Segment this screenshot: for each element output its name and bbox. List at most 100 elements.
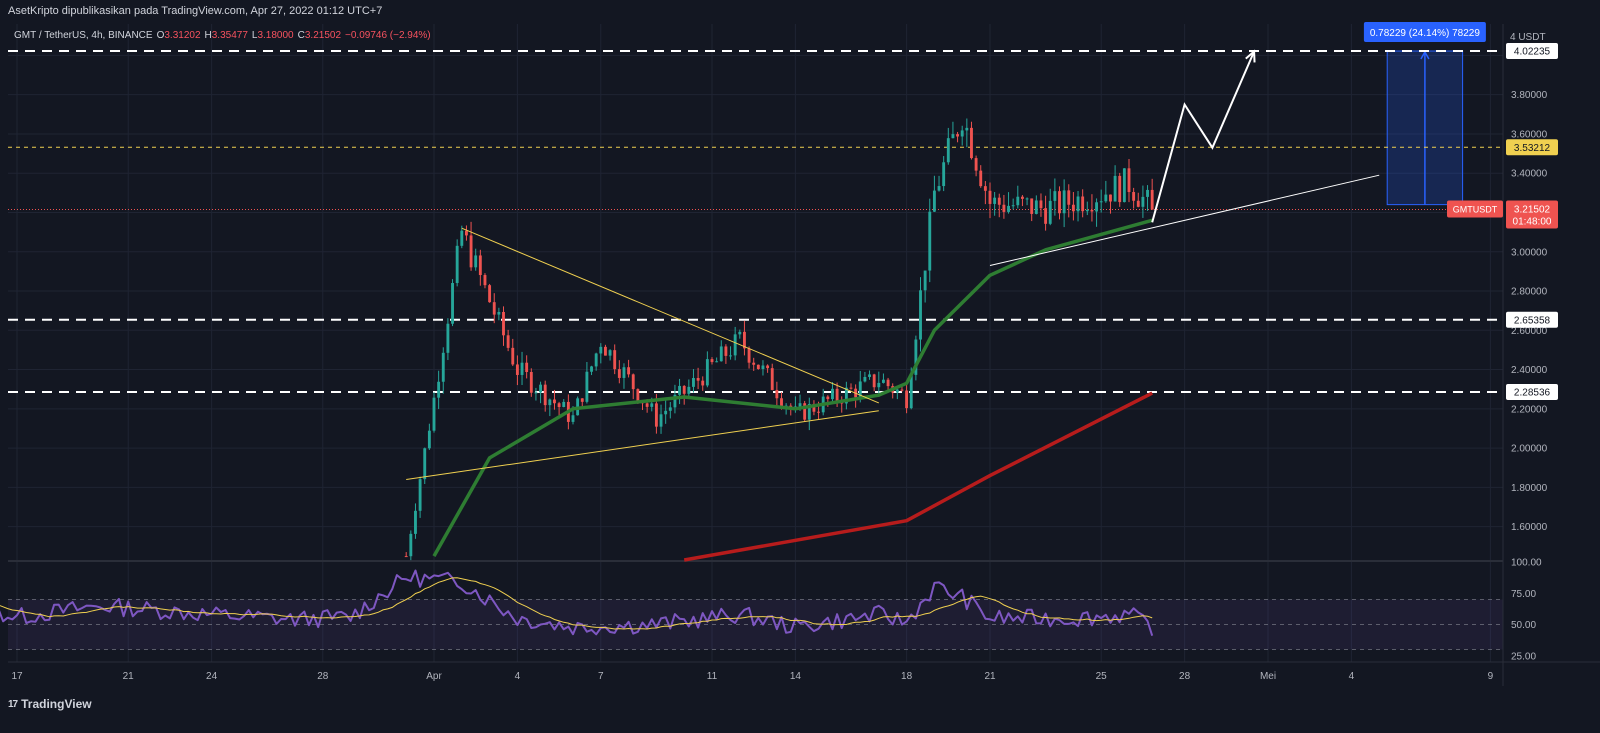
candle-body bbox=[451, 282, 454, 324]
candle-body bbox=[1127, 168, 1131, 193]
price-tick-label: 3.60000 bbox=[1511, 129, 1548, 140]
candle-body bbox=[678, 385, 682, 395]
triangle-upper-line bbox=[461, 227, 879, 404]
candle-body bbox=[1090, 209, 1094, 212]
target-arrow-head bbox=[1420, 50, 1430, 60]
target-label-bg bbox=[1363, 22, 1486, 43]
time-tick-label: 14 bbox=[790, 671, 802, 682]
time-tick-label: 28 bbox=[1179, 671, 1191, 682]
candle-body bbox=[928, 211, 932, 271]
candle-body bbox=[747, 348, 751, 363]
candle-body bbox=[1067, 190, 1071, 205]
target-label: 0.78229 (24.14%) 78229 bbox=[1370, 28, 1481, 39]
price-tick-label: 3.40000 bbox=[1511, 169, 1548, 180]
candle-body bbox=[1034, 200, 1038, 214]
candle-body bbox=[627, 367, 631, 375]
projection-arrow-head bbox=[1245, 49, 1256, 63]
publish-info: AsetKripto dipublikasikan pada TradingVi… bbox=[8, 5, 383, 17]
candle-body bbox=[1048, 200, 1052, 224]
candle-body bbox=[881, 379, 885, 383]
candle-body bbox=[1095, 202, 1099, 212]
candle-body bbox=[418, 479, 422, 511]
projection-path bbox=[1151, 51, 1256, 223]
candle-body bbox=[590, 366, 593, 372]
candle-body bbox=[742, 331, 746, 349]
time-tick-label: 17 bbox=[11, 671, 23, 682]
level-tag-label: 4.02235 bbox=[1514, 47, 1551, 58]
candle-body bbox=[464, 230, 468, 236]
candle-body bbox=[951, 134, 955, 139]
candle-body bbox=[1081, 196, 1085, 212]
candle-body bbox=[673, 394, 677, 408]
candle-body bbox=[1002, 204, 1006, 212]
candle-body bbox=[826, 396, 830, 400]
candle-body bbox=[1118, 175, 1122, 203]
legend-change: −0.09746 (−2.94%) bbox=[345, 30, 431, 41]
candle-body bbox=[775, 389, 779, 399]
candle-body bbox=[970, 127, 973, 159]
candle-body bbox=[1071, 204, 1075, 212]
candle-body bbox=[687, 386, 691, 394]
candle-body bbox=[557, 403, 561, 408]
level-tag-bg bbox=[1506, 43, 1558, 60]
candle-body bbox=[877, 382, 881, 388]
candle-body bbox=[710, 359, 714, 363]
time-tick-label: 28 bbox=[317, 671, 329, 682]
candle-body bbox=[511, 347, 515, 365]
candle-body bbox=[905, 390, 909, 409]
price-tick-label-top: 4 USDT bbox=[1510, 32, 1546, 43]
candle-body bbox=[863, 376, 867, 382]
candle-body bbox=[974, 158, 978, 171]
candle-body bbox=[1122, 168, 1126, 203]
candle-body bbox=[580, 398, 584, 402]
candle-body bbox=[701, 380, 705, 386]
candle-body bbox=[1058, 191, 1061, 214]
candle-body bbox=[1136, 200, 1140, 207]
candle-body bbox=[1030, 198, 1034, 214]
price-tick-label: 1.60000 bbox=[1511, 522, 1548, 533]
last-price-label: 3.21502 bbox=[1514, 205, 1551, 216]
tradingview-logo[interactable]: 17 TradingView bbox=[8, 697, 92, 711]
candle-body bbox=[594, 353, 598, 367]
candle-body bbox=[534, 392, 538, 394]
candle-body bbox=[1132, 192, 1136, 201]
candle-body bbox=[1099, 201, 1103, 203]
candle-body bbox=[817, 411, 821, 413]
price-tick-label: 2.60000 bbox=[1511, 326, 1548, 337]
time-tick-label: Mei bbox=[1260, 671, 1276, 682]
candle-body bbox=[617, 369, 621, 378]
last-price-symbol-bg bbox=[1447, 200, 1503, 218]
legend-high: 3.35477 bbox=[211, 30, 248, 41]
candle-body bbox=[719, 346, 723, 362]
candle-body bbox=[761, 365, 765, 370]
candle-body bbox=[733, 334, 737, 356]
legend-high-key: H bbox=[204, 30, 212, 41]
candle-body bbox=[1053, 191, 1057, 201]
legend-low-key: L bbox=[251, 30, 258, 41]
candle-body bbox=[988, 190, 992, 204]
candle-body bbox=[872, 374, 876, 388]
level-tag-label: 2.28536 bbox=[1514, 388, 1551, 399]
time-tick-label: 9 bbox=[1488, 671, 1494, 682]
last-price-symbol: GMTUSDT bbox=[1453, 205, 1498, 215]
candle-body bbox=[844, 387, 848, 404]
rsi-tick-label: 100.00 bbox=[1511, 558, 1542, 569]
candle-body bbox=[1113, 175, 1117, 202]
legend-low: 3.18000 bbox=[257, 30, 294, 41]
tradingview-brand: TradingView bbox=[21, 697, 92, 711]
candle-body bbox=[603, 346, 607, 356]
level-tag-bg bbox=[1506, 384, 1558, 401]
tradingview-logo-icon: 17 bbox=[8, 698, 18, 710]
candle-body bbox=[478, 255, 482, 276]
time-tick-label: 4 bbox=[1349, 671, 1355, 682]
candle-body bbox=[571, 415, 575, 422]
candle-body bbox=[613, 350, 617, 370]
candle-body bbox=[993, 197, 997, 204]
candle-body bbox=[539, 384, 543, 393]
candle-body bbox=[729, 355, 732, 357]
candle-body bbox=[1076, 196, 1080, 212]
candle-body bbox=[803, 403, 807, 420]
candle-body bbox=[497, 311, 501, 315]
candle-body bbox=[474, 255, 478, 268]
